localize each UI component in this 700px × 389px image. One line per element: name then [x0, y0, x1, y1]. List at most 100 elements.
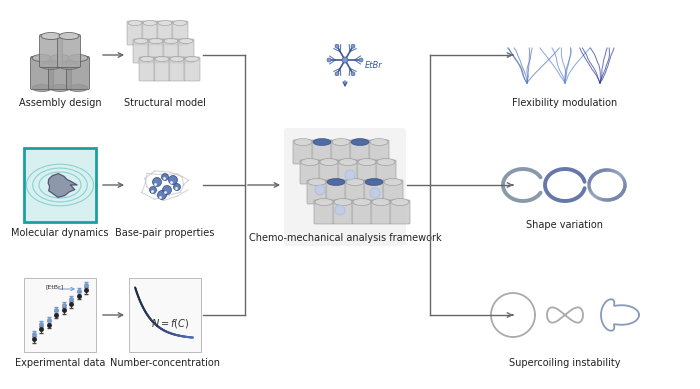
FancyBboxPatch shape — [48, 56, 71, 89]
FancyBboxPatch shape — [169, 57, 185, 81]
Ellipse shape — [372, 198, 390, 205]
Ellipse shape — [50, 84, 70, 91]
FancyBboxPatch shape — [157, 21, 173, 45]
Ellipse shape — [345, 170, 355, 180]
Ellipse shape — [353, 198, 371, 205]
Ellipse shape — [59, 33, 79, 40]
FancyBboxPatch shape — [133, 39, 149, 63]
Ellipse shape — [173, 21, 187, 26]
Ellipse shape — [334, 198, 352, 205]
Ellipse shape — [351, 44, 355, 48]
Ellipse shape — [351, 138, 369, 145]
Text: Structural model: Structural model — [124, 98, 206, 108]
Ellipse shape — [32, 84, 52, 91]
Ellipse shape — [313, 138, 331, 145]
Text: Chemo-mechanical analysis framework: Chemo-mechanical analysis framework — [248, 233, 441, 243]
FancyBboxPatch shape — [139, 57, 155, 81]
FancyBboxPatch shape — [24, 148, 96, 222]
Ellipse shape — [391, 198, 409, 205]
FancyBboxPatch shape — [314, 200, 334, 224]
FancyBboxPatch shape — [39, 35, 62, 68]
Text: Number-concentration: Number-concentration — [110, 358, 220, 368]
Ellipse shape — [335, 44, 339, 48]
Ellipse shape — [164, 39, 178, 44]
Ellipse shape — [158, 21, 172, 26]
Ellipse shape — [179, 39, 193, 44]
FancyBboxPatch shape — [154, 57, 170, 81]
Text: Base-pair properties: Base-pair properties — [116, 228, 215, 238]
Ellipse shape — [170, 56, 184, 61]
FancyBboxPatch shape — [345, 180, 365, 204]
FancyBboxPatch shape — [142, 21, 158, 45]
Ellipse shape — [320, 158, 338, 165]
Ellipse shape — [315, 185, 325, 195]
Ellipse shape — [158, 191, 167, 200]
FancyBboxPatch shape — [312, 140, 332, 164]
Ellipse shape — [308, 179, 326, 186]
FancyBboxPatch shape — [357, 160, 377, 184]
Ellipse shape — [32, 54, 52, 61]
Text: Shape variation: Shape variation — [526, 220, 603, 230]
Ellipse shape — [162, 173, 169, 180]
FancyBboxPatch shape — [148, 39, 164, 63]
Ellipse shape — [342, 57, 348, 63]
Ellipse shape — [365, 179, 383, 186]
Ellipse shape — [143, 21, 157, 26]
Ellipse shape — [358, 158, 376, 165]
Ellipse shape — [150, 186, 157, 193]
FancyBboxPatch shape — [390, 200, 410, 224]
Ellipse shape — [332, 138, 350, 145]
Ellipse shape — [68, 84, 88, 91]
Ellipse shape — [359, 58, 363, 62]
Ellipse shape — [169, 175, 178, 184]
Ellipse shape — [327, 179, 345, 186]
Ellipse shape — [335, 72, 339, 76]
Ellipse shape — [301, 158, 319, 165]
Ellipse shape — [185, 56, 199, 61]
FancyBboxPatch shape — [319, 160, 339, 184]
FancyBboxPatch shape — [178, 39, 194, 63]
FancyBboxPatch shape — [352, 200, 372, 224]
Ellipse shape — [162, 186, 172, 194]
Ellipse shape — [50, 54, 70, 61]
FancyBboxPatch shape — [338, 160, 358, 184]
Ellipse shape — [370, 138, 388, 145]
FancyBboxPatch shape — [300, 160, 320, 184]
Ellipse shape — [153, 177, 162, 186]
Ellipse shape — [174, 184, 181, 191]
FancyBboxPatch shape — [333, 200, 353, 224]
Ellipse shape — [327, 58, 331, 62]
Ellipse shape — [128, 21, 142, 26]
Ellipse shape — [351, 72, 355, 76]
Text: Supercoiling instability: Supercoiling instability — [510, 358, 621, 368]
Ellipse shape — [370, 188, 380, 198]
Ellipse shape — [149, 39, 163, 44]
Ellipse shape — [384, 179, 402, 186]
Ellipse shape — [155, 56, 169, 61]
Ellipse shape — [377, 158, 395, 165]
Ellipse shape — [346, 179, 364, 186]
Text: Assembly design: Assembly design — [19, 98, 102, 108]
Ellipse shape — [294, 138, 312, 145]
Ellipse shape — [41, 63, 61, 70]
Ellipse shape — [315, 198, 333, 205]
FancyBboxPatch shape — [184, 57, 200, 81]
FancyBboxPatch shape — [376, 160, 396, 184]
FancyBboxPatch shape — [364, 180, 384, 204]
Ellipse shape — [59, 63, 79, 70]
FancyBboxPatch shape — [371, 200, 391, 224]
Polygon shape — [48, 173, 77, 197]
FancyBboxPatch shape — [383, 180, 403, 204]
Ellipse shape — [68, 54, 88, 61]
Text: Molecular dynamics: Molecular dynamics — [11, 228, 109, 238]
FancyBboxPatch shape — [24, 278, 96, 352]
Text: Flexibility modulation: Flexibility modulation — [512, 98, 617, 108]
FancyBboxPatch shape — [331, 140, 351, 164]
FancyBboxPatch shape — [350, 140, 370, 164]
Text: EtBr: EtBr — [365, 61, 383, 70]
Ellipse shape — [41, 33, 61, 40]
Ellipse shape — [339, 158, 357, 165]
FancyBboxPatch shape — [163, 39, 179, 63]
FancyBboxPatch shape — [326, 180, 346, 204]
FancyBboxPatch shape — [284, 128, 406, 246]
